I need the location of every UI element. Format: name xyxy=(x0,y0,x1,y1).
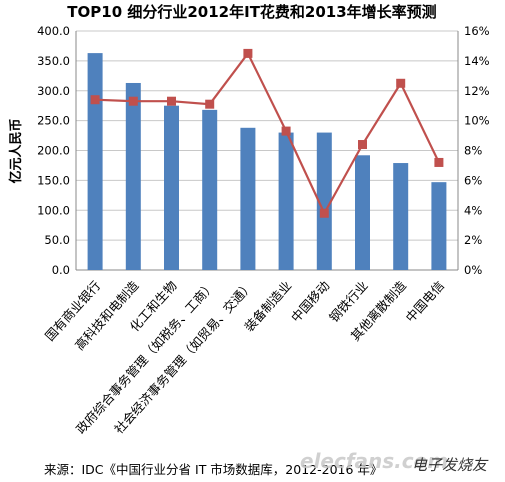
line-point xyxy=(281,126,291,136)
y2-tick-label: 4% xyxy=(464,203,482,217)
y-tick-label: 100.0 xyxy=(37,203,70,217)
y2-tick-label: 12% xyxy=(464,84,490,98)
bar xyxy=(316,132,332,270)
y2-tick-label: 2% xyxy=(464,233,482,247)
y-tick-label: 300.0 xyxy=(37,84,70,98)
y2-tick-label: 0% xyxy=(464,263,482,277)
category-label: 中国移动 xyxy=(288,278,333,325)
line-point xyxy=(434,157,444,167)
bar xyxy=(278,132,294,270)
line-point xyxy=(90,95,100,105)
category-label: 社会经济事务管理（如贸易、交通） xyxy=(111,278,256,437)
y2-tick-label: 6% xyxy=(464,173,482,187)
y2-tick-label: 10% xyxy=(464,114,490,128)
y2-tick-label: 8% xyxy=(464,144,482,158)
bar xyxy=(164,105,179,270)
y-tick-label: 350.0 xyxy=(37,54,70,68)
category-label: 政府综合事务管理（如税务、工商） xyxy=(73,278,218,437)
y2-tick-label: 16% xyxy=(464,24,490,38)
category-label: 中国电信 xyxy=(403,278,448,325)
bar xyxy=(431,182,447,270)
category-labels: 国有商业银行高科技和电制造化工和生物政府综合事务管理（如税务、工商）社会经济事务… xyxy=(42,278,447,437)
line-point xyxy=(319,208,329,218)
chart-title: TOP10 细分行业2012年IT花费和2013年增长率预测 xyxy=(67,3,436,21)
bar xyxy=(202,109,218,271)
series-line xyxy=(95,51,440,216)
watermark-brand: 电子发烧友 xyxy=(412,456,488,474)
left-axis-ticks: 0.0 50.0 100.0 150.0 200.0 250.0 300.0 350.0 400… xyxy=(37,24,70,277)
y-tick-label: 150.0 xyxy=(37,173,70,187)
bar xyxy=(240,127,256,270)
source-note: 来源：IDC《中国行业分省 IT 市场数据库，2012-2016 年》 xyxy=(44,462,383,477)
line-point xyxy=(396,78,406,88)
bar xyxy=(355,155,370,270)
line-series xyxy=(90,48,444,218)
y-tick-label: 400.0 xyxy=(37,24,70,38)
line-point xyxy=(205,99,215,109)
y-axis-label: 亿元人民币 xyxy=(8,118,24,183)
watermark-site: elecfans.com xyxy=(300,449,449,473)
y-tick-label: 0.0 xyxy=(52,263,70,277)
line-point xyxy=(243,48,253,58)
right-axis-ticks: 0% 2% 4% 6% 8% 10% 12% 14% 16% xyxy=(464,24,490,277)
bar xyxy=(125,82,141,270)
bar xyxy=(393,163,409,270)
y-tick-label: 200.0 xyxy=(37,144,70,158)
line-point xyxy=(167,96,176,106)
y2-tick-label: 14% xyxy=(464,54,490,68)
line-point xyxy=(128,96,138,106)
bar xyxy=(87,53,103,270)
bar-series xyxy=(87,53,447,271)
line-point xyxy=(358,140,367,150)
y-tick-label: 50.0 xyxy=(44,233,70,247)
y-tick-label: 250.0 xyxy=(37,114,70,128)
